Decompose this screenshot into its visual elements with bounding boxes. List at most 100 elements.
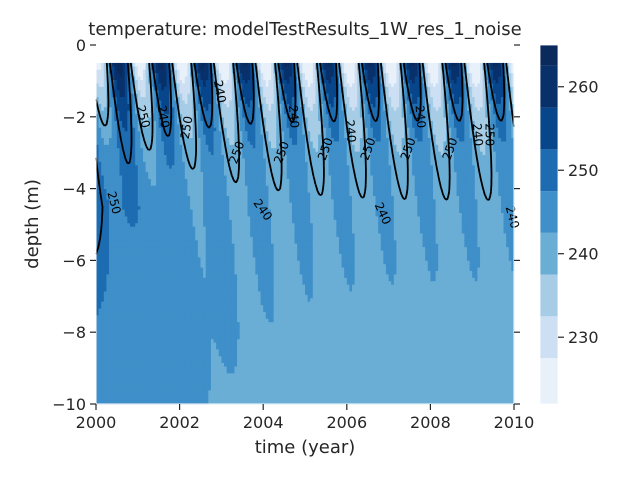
heatmap-cell xyxy=(176,332,181,337)
heatmap-cell xyxy=(143,110,147,115)
heatmap-cell xyxy=(197,155,202,160)
heatmap-cell xyxy=(190,93,194,98)
heatmap-cell xyxy=(148,97,152,102)
heatmap-cell xyxy=(98,97,102,102)
heatmap-cell xyxy=(145,294,149,299)
heatmap-cell xyxy=(109,155,113,160)
heatmap-cell xyxy=(156,383,160,388)
heatmap-cell xyxy=(163,339,168,344)
heatmap-cell xyxy=(197,195,202,200)
heatmap-cell xyxy=(184,69,189,74)
heatmap-cell xyxy=(103,62,108,67)
heatmap-cell xyxy=(103,247,108,252)
heatmap-cell xyxy=(96,226,100,231)
heatmap-cell xyxy=(111,202,115,207)
heatmap-cell xyxy=(132,332,136,337)
heatmap-cell xyxy=(208,90,212,95)
heatmap-cell xyxy=(116,93,121,98)
heatmap-cell xyxy=(137,383,142,388)
heatmap-cell xyxy=(106,346,110,351)
heatmap-cell xyxy=(119,83,123,88)
heatmap-cell xyxy=(140,311,144,316)
heatmap-cell xyxy=(163,253,168,258)
heatmap-cell xyxy=(166,97,170,102)
heatmap-cell xyxy=(205,264,209,269)
heatmap-cell xyxy=(156,216,160,221)
heatmap-cell xyxy=(145,158,149,163)
heatmap-cell xyxy=(190,206,194,211)
heatmap-cell xyxy=(208,308,212,313)
heatmap-cell xyxy=(148,219,152,224)
heatmap-cell xyxy=(148,366,152,371)
heatmap-cell xyxy=(137,226,142,231)
heatmap-cell xyxy=(98,131,102,136)
heatmap-cell xyxy=(111,230,115,235)
heatmap-cell xyxy=(158,318,162,323)
heatmap-cell xyxy=(124,80,128,85)
heatmap-cell xyxy=(208,322,212,327)
heatmap-cell xyxy=(109,185,113,190)
heatmap-cell xyxy=(101,356,105,361)
heatmap-cell xyxy=(140,305,144,310)
heatmap-cell xyxy=(137,325,142,330)
heatmap-cell xyxy=(182,178,186,183)
heatmap-cell xyxy=(143,339,147,344)
heatmap-cell xyxy=(101,230,105,235)
heatmap-cell xyxy=(101,192,105,197)
heatmap-cell xyxy=(205,274,209,279)
heatmap-cell xyxy=(200,131,204,136)
heatmap-cell xyxy=(135,172,139,177)
heatmap-cell xyxy=(200,93,204,98)
heatmap-cell xyxy=(148,93,152,98)
heatmap-cell xyxy=(148,161,152,166)
heatmap-cell xyxy=(192,366,196,371)
heatmap-cell xyxy=(101,100,105,105)
heatmap-cell xyxy=(114,80,118,85)
heatmap-cell xyxy=(174,352,178,357)
heatmap-cell xyxy=(190,120,194,125)
heatmap-cell xyxy=(114,144,118,149)
heatmap-cell xyxy=(158,131,162,136)
heatmap-cell xyxy=(169,158,173,163)
heatmap-cell xyxy=(109,213,113,218)
heatmap-cell xyxy=(119,110,123,115)
heatmap-cell xyxy=(187,250,191,255)
heatmap-cell xyxy=(176,175,181,180)
heatmap-cell xyxy=(184,250,189,255)
heatmap-cell xyxy=(148,260,152,265)
heatmap-cell xyxy=(137,189,142,194)
heatmap-cell xyxy=(116,260,121,265)
heatmap-cell xyxy=(145,400,149,405)
heatmap-cell xyxy=(158,192,162,197)
heatmap-cell xyxy=(200,366,204,371)
heatmap-cell xyxy=(148,155,152,160)
heatmap-cell xyxy=(111,185,115,190)
heatmap-cell xyxy=(135,325,139,330)
heatmap-cell xyxy=(161,117,165,122)
heatmap-cell xyxy=(145,383,149,388)
heatmap-cell xyxy=(174,195,178,200)
heatmap-cell xyxy=(205,90,209,95)
heatmap-cell xyxy=(106,158,110,163)
heatmap-cell xyxy=(132,161,136,166)
heatmap-cell xyxy=(135,322,139,327)
heatmap-cell xyxy=(127,230,131,235)
heatmap-cell xyxy=(197,182,202,187)
heatmap-cell xyxy=(124,219,128,224)
heatmap-cell xyxy=(119,199,123,204)
heatmap-cell xyxy=(124,178,128,183)
heatmap-cell xyxy=(135,69,139,74)
heatmap-cell xyxy=(111,298,115,303)
heatmap-cell xyxy=(171,168,175,173)
heatmap-cell xyxy=(153,318,157,323)
heatmap-cell xyxy=(195,168,199,173)
heatmap-cell xyxy=(135,62,139,67)
heatmap-cell xyxy=(137,250,142,255)
heatmap-cell xyxy=(197,233,202,238)
heatmap-cell xyxy=(153,202,157,207)
heatmap-cell xyxy=(96,114,100,119)
heatmap-cell xyxy=(109,100,113,105)
heatmap-cell xyxy=(96,346,100,351)
heatmap-cell xyxy=(163,117,168,122)
heatmap-cell xyxy=(182,209,186,214)
